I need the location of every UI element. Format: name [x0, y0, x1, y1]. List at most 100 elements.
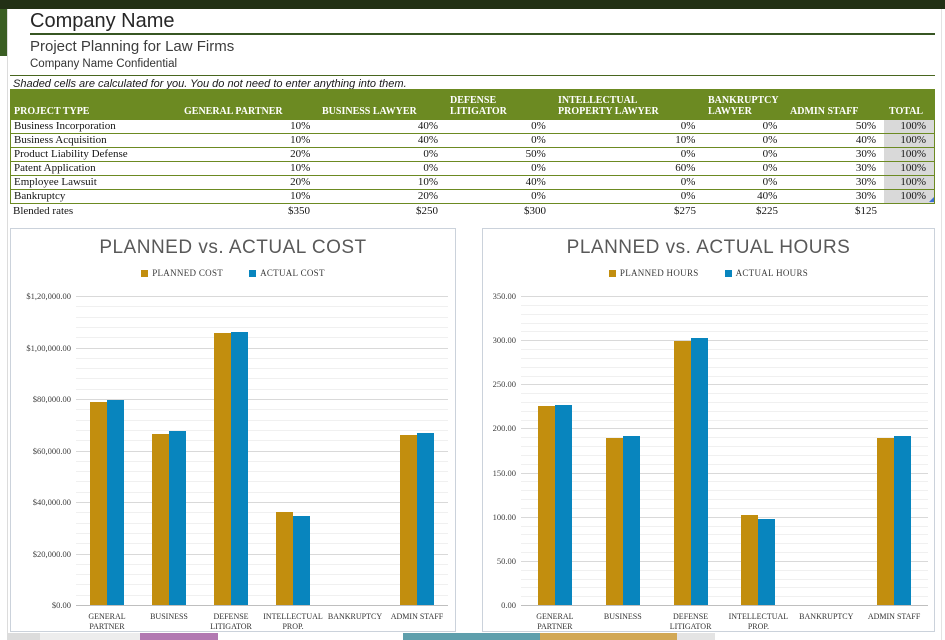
- ratio-cell[interactable]: 30%: [855, 148, 877, 160]
- colored-cell-strip-purple-cell[interactable]: [140, 633, 218, 640]
- ratio-cell[interactable]: 20%: [290, 148, 311, 160]
- ratio-cell[interactable]: 0%: [680, 190, 696, 202]
- ratio-cell[interactable]: 10%: [290, 120, 311, 132]
- project-type-cell[interactable]: Employee Lawsuit: [14, 176, 97, 188]
- y-axis-tick-label: 100.00: [492, 511, 516, 522]
- project-type-cell[interactable]: Business Incorporation: [14, 120, 116, 132]
- y-axis-tick-label: $80,000.00: [32, 394, 71, 404]
- total-cell[interactable]: 100%: [884, 176, 934, 189]
- minor-gridline: [521, 322, 928, 324]
- ratio-cell[interactable]: 0%: [531, 120, 546, 132]
- worksheet-subtitle[interactable]: Project Planning for Law Firms: [30, 38, 235, 55]
- minor-gridline: [521, 375, 928, 377]
- total-cell[interactable]: 100%: [884, 190, 934, 203]
- blended-rate-cell[interactable]: $250: [416, 205, 438, 217]
- ratio-cell[interactable]: 40%: [417, 134, 439, 146]
- ratio-cell[interactable]: 60%: [675, 162, 696, 174]
- minor-gridline: [76, 409, 448, 411]
- ratio-cell[interactable]: 10%: [290, 134, 311, 146]
- total-cell[interactable]: 100%: [884, 134, 934, 147]
- ratio-cell[interactable]: 30%: [855, 190, 877, 202]
- y-axis-tick-label: 200.00: [492, 423, 516, 434]
- total-cell[interactable]: 100%: [884, 148, 934, 161]
- actual-bar: [554, 404, 572, 605]
- project-type-cell[interactable]: Product Liability Defense: [14, 148, 128, 160]
- ratio-cell[interactable]: 40%: [417, 120, 439, 132]
- colored-cell-strip-teal-cell[interactable]: [403, 633, 540, 640]
- ratio-cell[interactable]: 0%: [762, 148, 778, 160]
- project-type-cell[interactable]: Business Acquisition: [14, 134, 107, 146]
- ratio-cell[interactable]: 0%: [762, 134, 778, 146]
- ratio-cell[interactable]: 0%: [680, 148, 696, 160]
- total-cell[interactable]: 100%: [884, 162, 934, 175]
- colored-cell-strip-gold-cell[interactable]: [540, 633, 677, 640]
- major-gridline: [76, 347, 448, 349]
- planned-vs-actual-hours-chart[interactable]: PLANNED vs. ACTUAL HOURS PLANNED HOURS ACT…: [482, 228, 935, 632]
- ratio-cell[interactable]: 50%: [525, 148, 546, 160]
- minor-gridline: [76, 429, 448, 431]
- company-name-title[interactable]: Company Name: [30, 10, 175, 32]
- ratio-cell[interactable]: 0%: [680, 120, 696, 132]
- minor-gridline: [521, 490, 928, 492]
- ratio-cell[interactable]: 20%: [290, 176, 311, 188]
- ratio-cell[interactable]: 20%: [417, 190, 439, 202]
- minor-gridline: [521, 463, 928, 465]
- column-header: INTELLECTUAL PROPERTY LAWYER: [558, 95, 659, 117]
- planned-bar: [152, 433, 169, 605]
- ratio-cell[interactable]: 10%: [675, 134, 696, 146]
- ratio-cell[interactable]: 0%: [531, 190, 546, 202]
- x-axis-category-label: GENERAL PARTNER: [88, 612, 126, 631]
- ratio-cell[interactable]: 0%: [762, 120, 778, 132]
- colored-cell-strip-gray-cell-2[interactable]: [40, 633, 140, 640]
- ratio-cell[interactable]: 0%: [680, 176, 696, 188]
- ratio-cell[interactable]: 40%: [525, 176, 546, 188]
- confidential-label[interactable]: Company Name Confidential: [30, 58, 178, 70]
- x-axis-category-label: GENERAL PARTNER: [536, 612, 574, 631]
- minor-gridline: [521, 552, 928, 553]
- ratio-cell[interactable]: 40%: [855, 134, 877, 146]
- total-cell[interactable]: 100%: [884, 120, 934, 133]
- ratio-cell[interactable]: 0%: [762, 176, 778, 188]
- x-axis-category-label: INTELLECTUAL PROP.: [263, 612, 323, 631]
- colored-cell-strip-gray-cell-3[interactable]: [677, 633, 715, 640]
- legend-item: PLANNED COST: [141, 268, 223, 278]
- blended-rates-total-cell[interactable]: [885, 204, 935, 219]
- planned-bar: [90, 401, 107, 605]
- blended-rate-cell[interactable]: $275: [674, 205, 696, 217]
- y-axis-tick-label: $1,00,000.00: [26, 342, 71, 353]
- ratio-cell[interactable]: 0%: [531, 134, 546, 146]
- major-gridline: [76, 296, 448, 297]
- minor-gridline: [521, 419, 928, 421]
- blended-rate-cell[interactable]: $350: [288, 205, 310, 217]
- column-header: GENERAL PARTNER: [184, 106, 283, 117]
- ratio-cell[interactable]: 0%: [762, 162, 778, 174]
- ratio-cell[interactable]: 0%: [531, 162, 546, 174]
- minor-gridline: [76, 512, 448, 514]
- ratio-cell[interactable]: 30%: [855, 162, 877, 174]
- minor-gridline: [521, 446, 928, 448]
- ratio-cell[interactable]: 30%: [855, 176, 877, 188]
- minor-gridline: [76, 337, 448, 339]
- ratio-cell[interactable]: 10%: [417, 176, 439, 188]
- blended-rate-cell[interactable]: $300: [524, 205, 546, 217]
- ratio-cell[interactable]: 40%: [757, 190, 778, 202]
- minor-gridline: [521, 349, 928, 350]
- planned-bar: [741, 514, 759, 605]
- ratio-cell[interactable]: 0%: [423, 162, 439, 174]
- ratio-cell[interactable]: 10%: [290, 162, 311, 174]
- project-type-cell[interactable]: Patent Application: [14, 162, 96, 174]
- page-left-border: [7, 9, 8, 640]
- project-type-cell[interactable]: Bankruptcy: [14, 190, 66, 202]
- ratio-cell[interactable]: 10%: [290, 190, 311, 202]
- y-axis-tick-label: 350.00: [492, 291, 516, 301]
- ratio-cell[interactable]: 0%: [423, 148, 439, 160]
- blended-rate-cell[interactable]: $125: [855, 205, 877, 217]
- x-axis-category-label: BUSINESS: [603, 612, 642, 621]
- blended-rates-row: Blended rates $350 $250 $300 $275 $225 $125: [10, 204, 935, 219]
- colored-cell-strip-gray-cell-1[interactable]: [7, 633, 40, 640]
- actual-bar: [758, 518, 776, 605]
- ratio-cell[interactable]: 50%: [855, 120, 877, 132]
- column-header: BANKRUPTCY LAWYER: [708, 95, 779, 117]
- planned-vs-actual-cost-chart[interactable]: PLANNED vs. ACTUAL COST PLANNED COST ACTUA…: [10, 228, 456, 632]
- blended-rate-cell[interactable]: $225: [756, 205, 778, 217]
